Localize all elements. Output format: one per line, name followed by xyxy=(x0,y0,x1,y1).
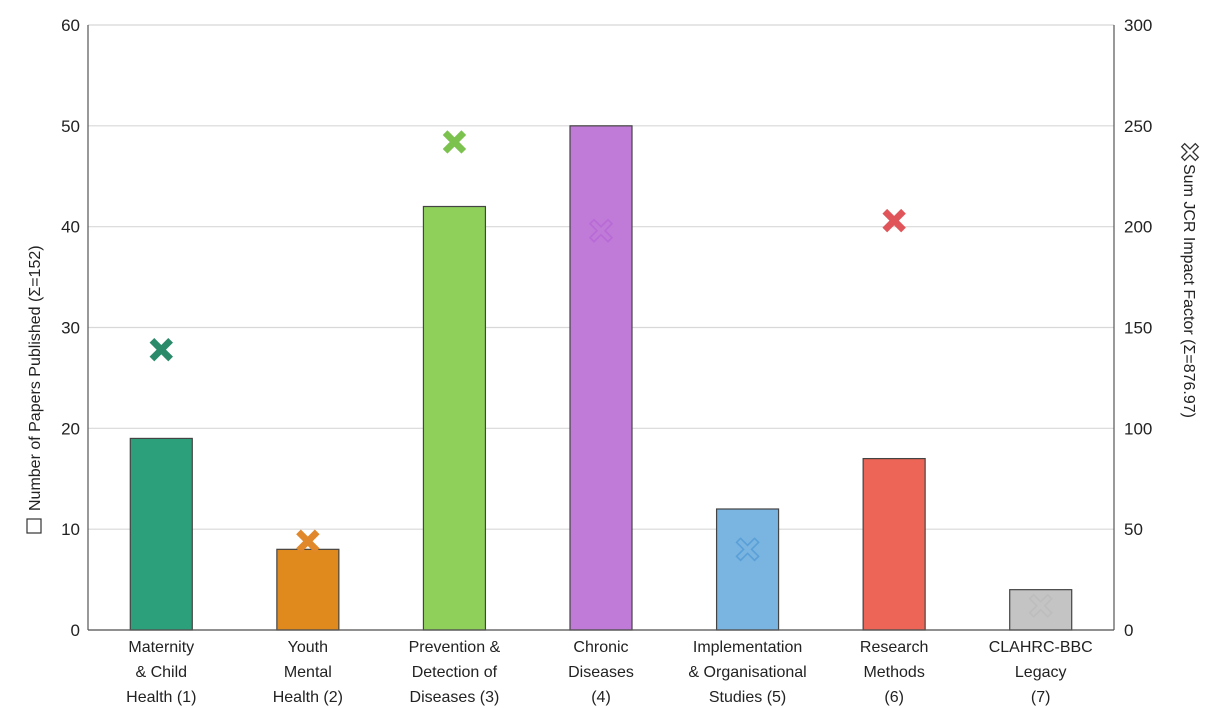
bar xyxy=(422,205,487,631)
left-axis-title-group: Number of Papers Published (Σ=152) xyxy=(26,245,44,534)
category-labels: Maternity & Child Health (1) Youth Mental Hea… xyxy=(126,639,1093,706)
left-tick-label: 50 xyxy=(61,117,80,136)
bar xyxy=(129,437,193,631)
right-tick-label: 300 xyxy=(1124,16,1152,35)
impact-marker xyxy=(442,130,467,154)
right-tick-label: 0 xyxy=(1124,621,1133,640)
left-tick-label: 0 xyxy=(71,621,80,640)
left-axis-ticks: 0 10 20 30 40 50 60 xyxy=(61,16,80,640)
left-tick-label: 20 xyxy=(61,419,80,438)
right-axis-title-group: Sum JCR Impact Factor (Σ=876.97) xyxy=(1180,142,1200,418)
bar xyxy=(569,125,633,631)
right-axis-ticks: 0 50 100 150 200 250 300 xyxy=(1124,16,1152,640)
right-tick-label: 200 xyxy=(1124,218,1152,237)
left-axis-title: Number of Papers Published (Σ=152) xyxy=(27,245,44,511)
impact-marker xyxy=(588,218,614,243)
right-tick-label: 250 xyxy=(1124,117,1152,136)
right-axis-title: Sum JCR Impact Factor (Σ=876.97) xyxy=(1180,164,1197,418)
right-tick-label: 50 xyxy=(1124,520,1143,539)
bar xyxy=(715,508,780,631)
category-label: Chronic Diseases (4) xyxy=(568,639,634,706)
impact-marker xyxy=(149,337,173,362)
right-tick-label: 150 xyxy=(1124,319,1152,338)
impact-factor-series xyxy=(149,130,1053,618)
category-label: Implementation & Organisational Studies (5… xyxy=(688,639,806,706)
impact-marker xyxy=(296,529,320,553)
left-tick-label: 60 xyxy=(61,16,80,35)
axes xyxy=(87,25,1115,631)
impact-marker xyxy=(1028,593,1053,618)
category-label: CLAHRC-BBC Legacy (7) xyxy=(989,639,1093,706)
bar-series xyxy=(129,125,1073,631)
right-tick-label: 100 xyxy=(1124,419,1152,438)
papers-legend-square xyxy=(26,518,42,534)
category-label: Maternity & Child Health (1) xyxy=(126,639,196,706)
category-label: Youth Mental Health (2) xyxy=(273,639,343,706)
category-label: Prevention & Detection of Diseases (3) xyxy=(409,639,501,706)
bar xyxy=(862,457,926,631)
bar xyxy=(276,548,340,631)
impact-marker xyxy=(735,537,760,562)
impact-legend-marker-icon xyxy=(1180,142,1200,162)
left-tick-label: 30 xyxy=(61,319,80,338)
category-label: Research Methods (6) xyxy=(860,639,928,706)
left-tick-label: 10 xyxy=(61,520,80,539)
left-tick-label: 40 xyxy=(61,218,80,237)
impact-marker xyxy=(882,208,906,233)
